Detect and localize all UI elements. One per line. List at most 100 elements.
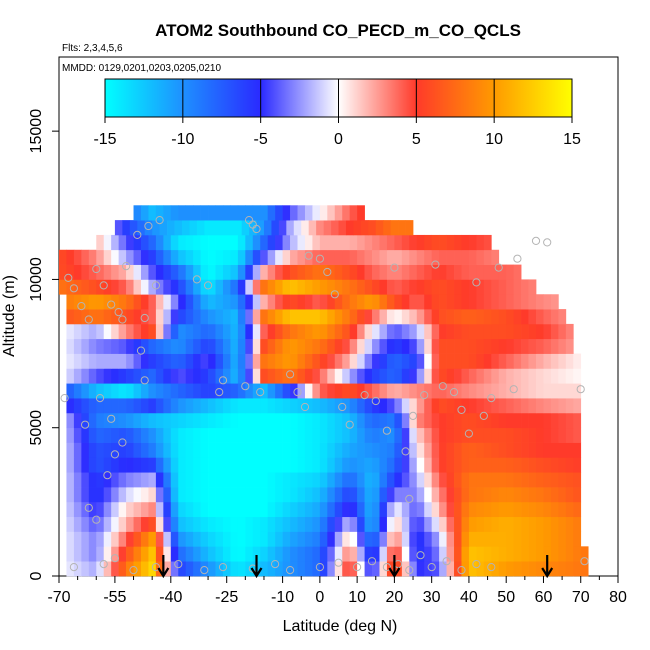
heatmap-cell xyxy=(536,561,544,577)
heatmap-cell xyxy=(372,561,380,577)
heatmap-cell xyxy=(178,412,187,429)
heatmap-cell xyxy=(506,516,514,532)
heatmap-cell xyxy=(230,309,239,325)
heatmap-cell xyxy=(394,368,403,384)
heatmap-cell xyxy=(237,398,246,414)
heatmap-cell xyxy=(111,516,119,532)
heatmap-cell xyxy=(550,368,559,384)
heatmap-cell xyxy=(565,501,574,518)
heatmap-cell xyxy=(364,472,373,488)
heatmap-cell xyxy=(528,561,537,577)
heatmap-cell xyxy=(483,427,492,443)
heatmap-cell xyxy=(96,234,105,251)
heatmap-cell xyxy=(170,442,179,458)
heatmap-cell xyxy=(304,368,313,384)
heatmap-cell xyxy=(349,309,358,325)
heatmap-cell xyxy=(66,442,75,458)
heatmap-cell xyxy=(431,427,440,443)
heatmap-cell xyxy=(155,368,164,384)
heatmap-cell xyxy=(304,487,313,503)
heatmap-cell xyxy=(208,427,216,443)
heatmap-cell xyxy=(454,398,462,414)
heatmap-cell xyxy=(327,279,336,295)
heatmap-cell xyxy=(208,234,216,251)
heatmap-cell xyxy=(185,442,194,458)
heatmap-cell xyxy=(342,234,351,251)
heatmap-cell xyxy=(468,546,477,562)
heatmap-cell xyxy=(252,353,261,369)
heatmap-cell xyxy=(200,368,209,384)
heatmap-cell xyxy=(357,234,365,251)
heatmap-cell xyxy=(543,457,552,473)
heatmap-cell xyxy=(304,427,313,443)
heatmap-cell xyxy=(66,457,75,473)
heatmap-cell xyxy=(409,546,418,562)
heatmap-cell xyxy=(401,442,410,458)
heatmap-cell xyxy=(454,427,462,443)
heatmap-cell xyxy=(208,279,216,295)
heatmap-cell xyxy=(267,294,276,310)
heatmap-cell xyxy=(401,279,410,295)
heatmap-cell xyxy=(312,427,321,443)
observation-point xyxy=(118,438,127,447)
heatmap-cell xyxy=(267,487,276,503)
heatmap-cell xyxy=(111,383,119,399)
heatmap-cell xyxy=(513,427,522,443)
heatmap-cell xyxy=(401,264,410,280)
heatmap-cell xyxy=(178,487,187,503)
heatmap-cell xyxy=(342,516,351,532)
heatmap-cell xyxy=(185,309,194,325)
heatmap-cell xyxy=(163,264,172,280)
heatmap-cell xyxy=(252,442,261,458)
heatmap-cell xyxy=(96,353,105,369)
heatmap-cell xyxy=(521,383,529,399)
heatmap-cell xyxy=(185,294,194,310)
heatmap-cell xyxy=(461,457,470,473)
heatmap-cell xyxy=(327,427,336,443)
heatmap-cell xyxy=(386,309,395,325)
heatmap-cell xyxy=(431,294,440,310)
heatmap-cell xyxy=(528,294,537,310)
heatmap-cell xyxy=(59,249,67,265)
heatmap-cell xyxy=(506,412,514,429)
heatmap-cell xyxy=(379,323,388,340)
heatmap-cell xyxy=(230,323,239,340)
heatmap-cell xyxy=(170,487,179,503)
heatmap-cell xyxy=(126,323,134,340)
heatmap-cell xyxy=(439,516,447,532)
heatmap-cell xyxy=(573,457,582,473)
heatmap-cell xyxy=(319,427,328,443)
heatmap-cell xyxy=(372,264,380,280)
heatmap-cell xyxy=(155,546,164,562)
heatmap-cell xyxy=(409,279,418,295)
heatmap-cell xyxy=(327,398,336,414)
heatmap-cell xyxy=(319,383,328,399)
heatmap-cell xyxy=(558,501,567,518)
heatmap-cell xyxy=(319,531,328,547)
colorbar-tick-label: 15 xyxy=(563,131,581,148)
heatmap-cell xyxy=(476,264,485,280)
heatmap-cell xyxy=(200,323,209,340)
heatmap-cell xyxy=(260,249,269,265)
heatmap-cell xyxy=(163,338,172,354)
heatmap-cell xyxy=(222,516,231,532)
heatmap-cell xyxy=(222,368,231,384)
heatmap-cell xyxy=(334,353,343,369)
heatmap-cell xyxy=(565,353,574,369)
heatmap-cell xyxy=(558,309,567,325)
heatmap-cell xyxy=(491,561,500,577)
heatmap-cell xyxy=(170,234,179,251)
heatmap-cell xyxy=(215,442,224,458)
heatmap-cell xyxy=(126,279,134,295)
heatmap-cell xyxy=(439,234,447,251)
heatmap-cell xyxy=(468,412,477,429)
heatmap-cell xyxy=(118,472,127,488)
heatmap-cell xyxy=(118,427,127,443)
heatmap-cell xyxy=(543,338,552,354)
heatmap-cell xyxy=(73,294,82,310)
heatmap-cell xyxy=(290,338,298,354)
heatmap-cell xyxy=(386,457,395,473)
heatmap-cell xyxy=(386,487,395,503)
heatmap-cell xyxy=(73,323,82,340)
heatmap-cell xyxy=(215,501,224,518)
